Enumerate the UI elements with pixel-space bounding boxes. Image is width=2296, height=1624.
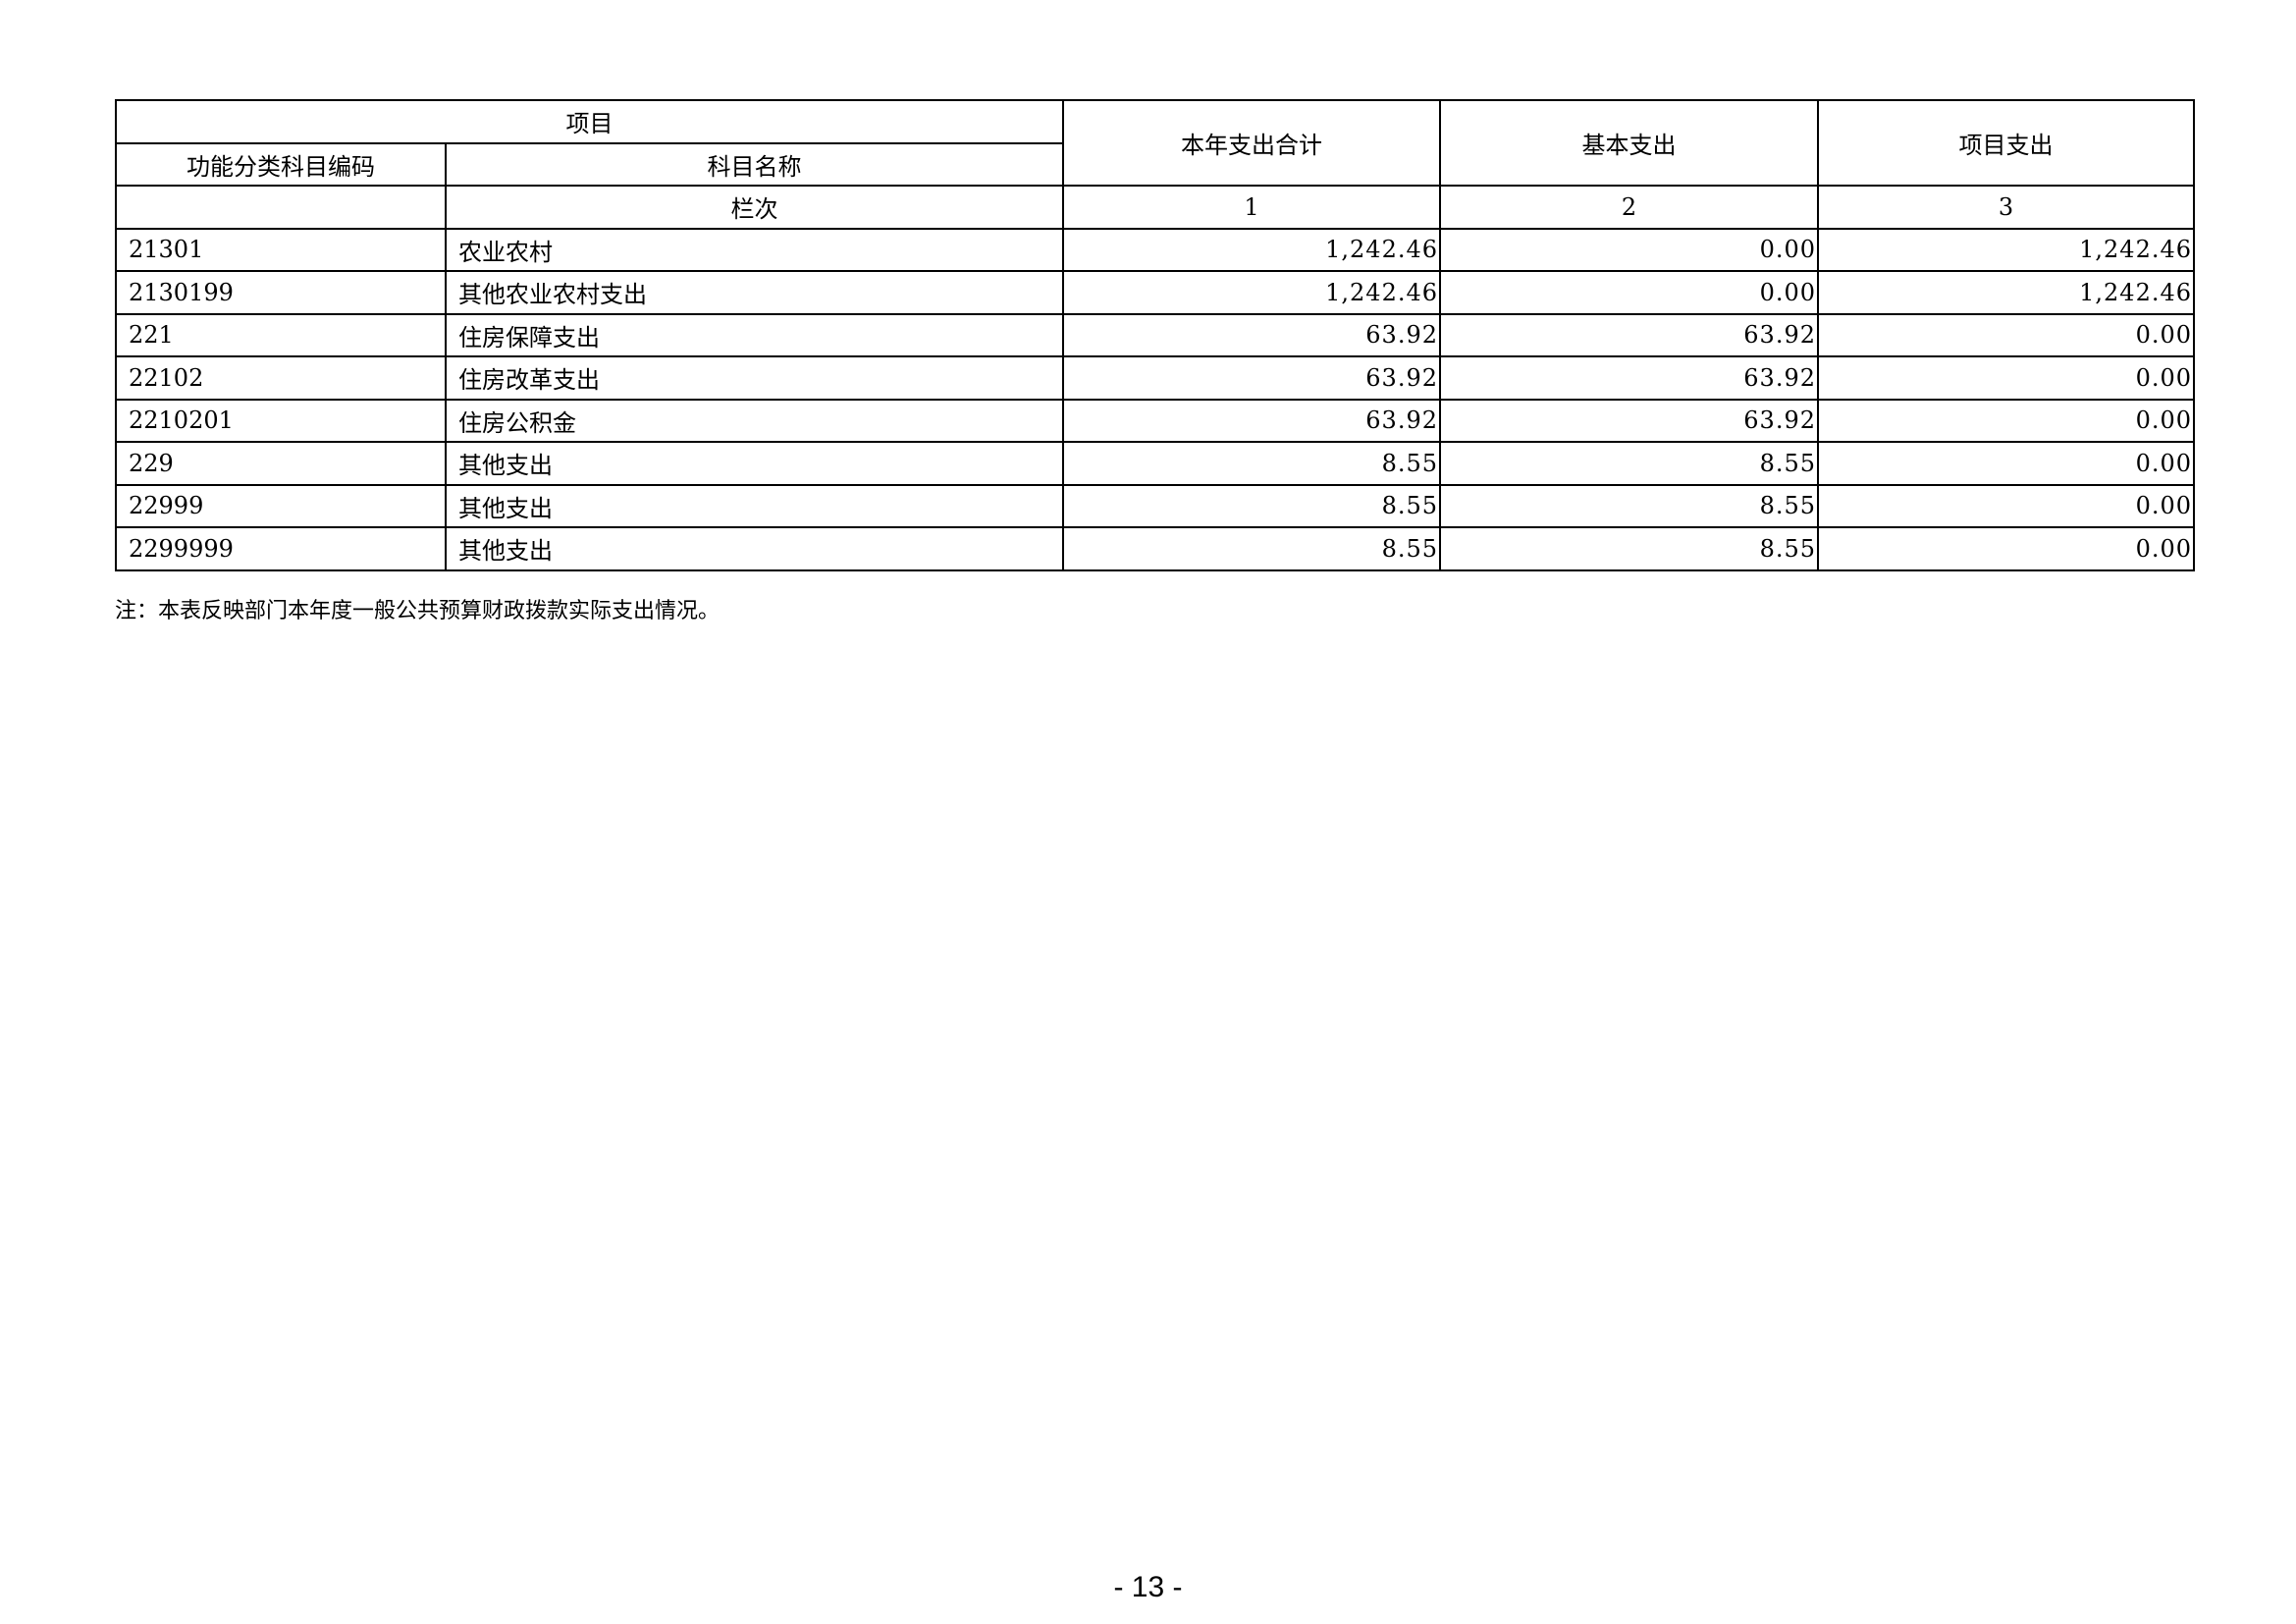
table-row: 22999 其他支出 8.55 8.55 0.00	[115, 483, 2195, 528]
header-col1: 1	[1062, 185, 1441, 230]
cell-basic: 0.00	[1439, 227, 1819, 272]
cell-name: 农业农村	[445, 227, 1064, 272]
cell-basic: 63.92	[1439, 398, 1819, 443]
cell-code: 221	[115, 312, 447, 357]
cell-total: 8.55	[1062, 483, 1441, 528]
cell-name: 住房改革支出	[445, 355, 1064, 401]
header-project: 项目支出	[1817, 99, 2195, 187]
cell-total: 8.55	[1062, 441, 1441, 486]
cell-total: 1,242.46	[1062, 227, 1441, 272]
header-row-2: 功能分类科目编码 科目名称	[115, 141, 2194, 187]
cell-basic: 0.00	[1439, 270, 1819, 315]
cell-project: 0.00	[1817, 526, 2195, 571]
table-row: 21301 农业农村 1,242.46 0.00 1,242.46	[115, 227, 2195, 272]
table-row: 229 其他支出 8.55 8.55 0.00	[115, 441, 2195, 486]
table-note: 注：本表反映部门本年度一般公共预算财政拨款实际支出情况。	[115, 599, 721, 623]
table-row: 22102 住房改革支出 63.92 63.92 0.00	[115, 355, 2195, 401]
cell-project: 1,242.46	[1817, 270, 2195, 315]
table-row: 2299999 其他支出 8.55 8.55 0.00	[115, 526, 2195, 571]
cell-name: 其他农业农村支出	[445, 270, 1064, 315]
cell-total: 63.92	[1062, 398, 1441, 443]
table-row: 2210201 住房公积金 63.92 63.92 0.00	[115, 398, 2195, 443]
header-col-label: 栏次	[445, 185, 1064, 230]
header-basic: 基本支出	[1439, 99, 1819, 187]
cell-total: 63.92	[1062, 312, 1441, 357]
table-row: 221 住房保障支出 63.92 63.92 0.00	[115, 312, 2195, 357]
header-col2: 2	[1439, 185, 1819, 230]
cell-code: 22999	[115, 483, 447, 528]
header-total: 本年支出合计	[1062, 99, 1441, 187]
cell-name: 其他支出	[445, 483, 1064, 528]
header-name: 科目名称	[445, 141, 1064, 187]
cell-basic: 63.92	[1439, 312, 1819, 357]
cell-basic: 8.55	[1439, 483, 1819, 528]
expenditure-table: 项目 本年支出合计 基本支出 项目支出 功能分类科目编码 科目名称 栏次 1 2…	[115, 99, 2195, 571]
header-col3: 3	[1817, 185, 2195, 230]
header-blank	[115, 185, 447, 230]
cell-name: 住房保障支出	[445, 312, 1064, 357]
cell-total: 8.55	[1062, 526, 1441, 571]
header-item: 项目	[115, 99, 1064, 144]
cell-code: 2299999	[115, 526, 447, 571]
cell-total: 63.92	[1062, 355, 1441, 401]
cell-project: 0.00	[1817, 398, 2195, 443]
cell-code: 2210201	[115, 398, 447, 443]
cell-code: 229	[115, 441, 447, 486]
cell-project: 0.00	[1817, 441, 2195, 486]
cell-project: 1,242.46	[1817, 227, 2195, 272]
cell-basic: 63.92	[1439, 355, 1819, 401]
cell-basic: 8.55	[1439, 441, 1819, 486]
cell-project: 0.00	[1817, 483, 2195, 528]
table-row: 2130199 其他农业农村支出 1,242.46 0.00 1,242.46	[115, 270, 2195, 315]
cell-project: 0.00	[1817, 355, 2195, 401]
cell-code: 22102	[115, 355, 447, 401]
cell-code: 2130199	[115, 270, 447, 315]
cell-code: 21301	[115, 227, 447, 272]
cell-name: 其他支出	[445, 526, 1064, 571]
header-row-1: 项目 本年支出合计 基本支出 项目支出	[115, 99, 2195, 187]
cell-project: 0.00	[1817, 312, 2195, 357]
page-number: - 13 -	[1113, 1571, 1183, 1603]
header-code: 功能分类科目编码	[115, 141, 447, 187]
cell-name: 其他支出	[445, 441, 1064, 486]
cell-basic: 8.55	[1439, 526, 1819, 571]
cell-total: 1,242.46	[1062, 270, 1441, 315]
cell-name: 住房公积金	[445, 398, 1064, 443]
header-row-3: 栏次 1 2 3	[115, 185, 2195, 230]
